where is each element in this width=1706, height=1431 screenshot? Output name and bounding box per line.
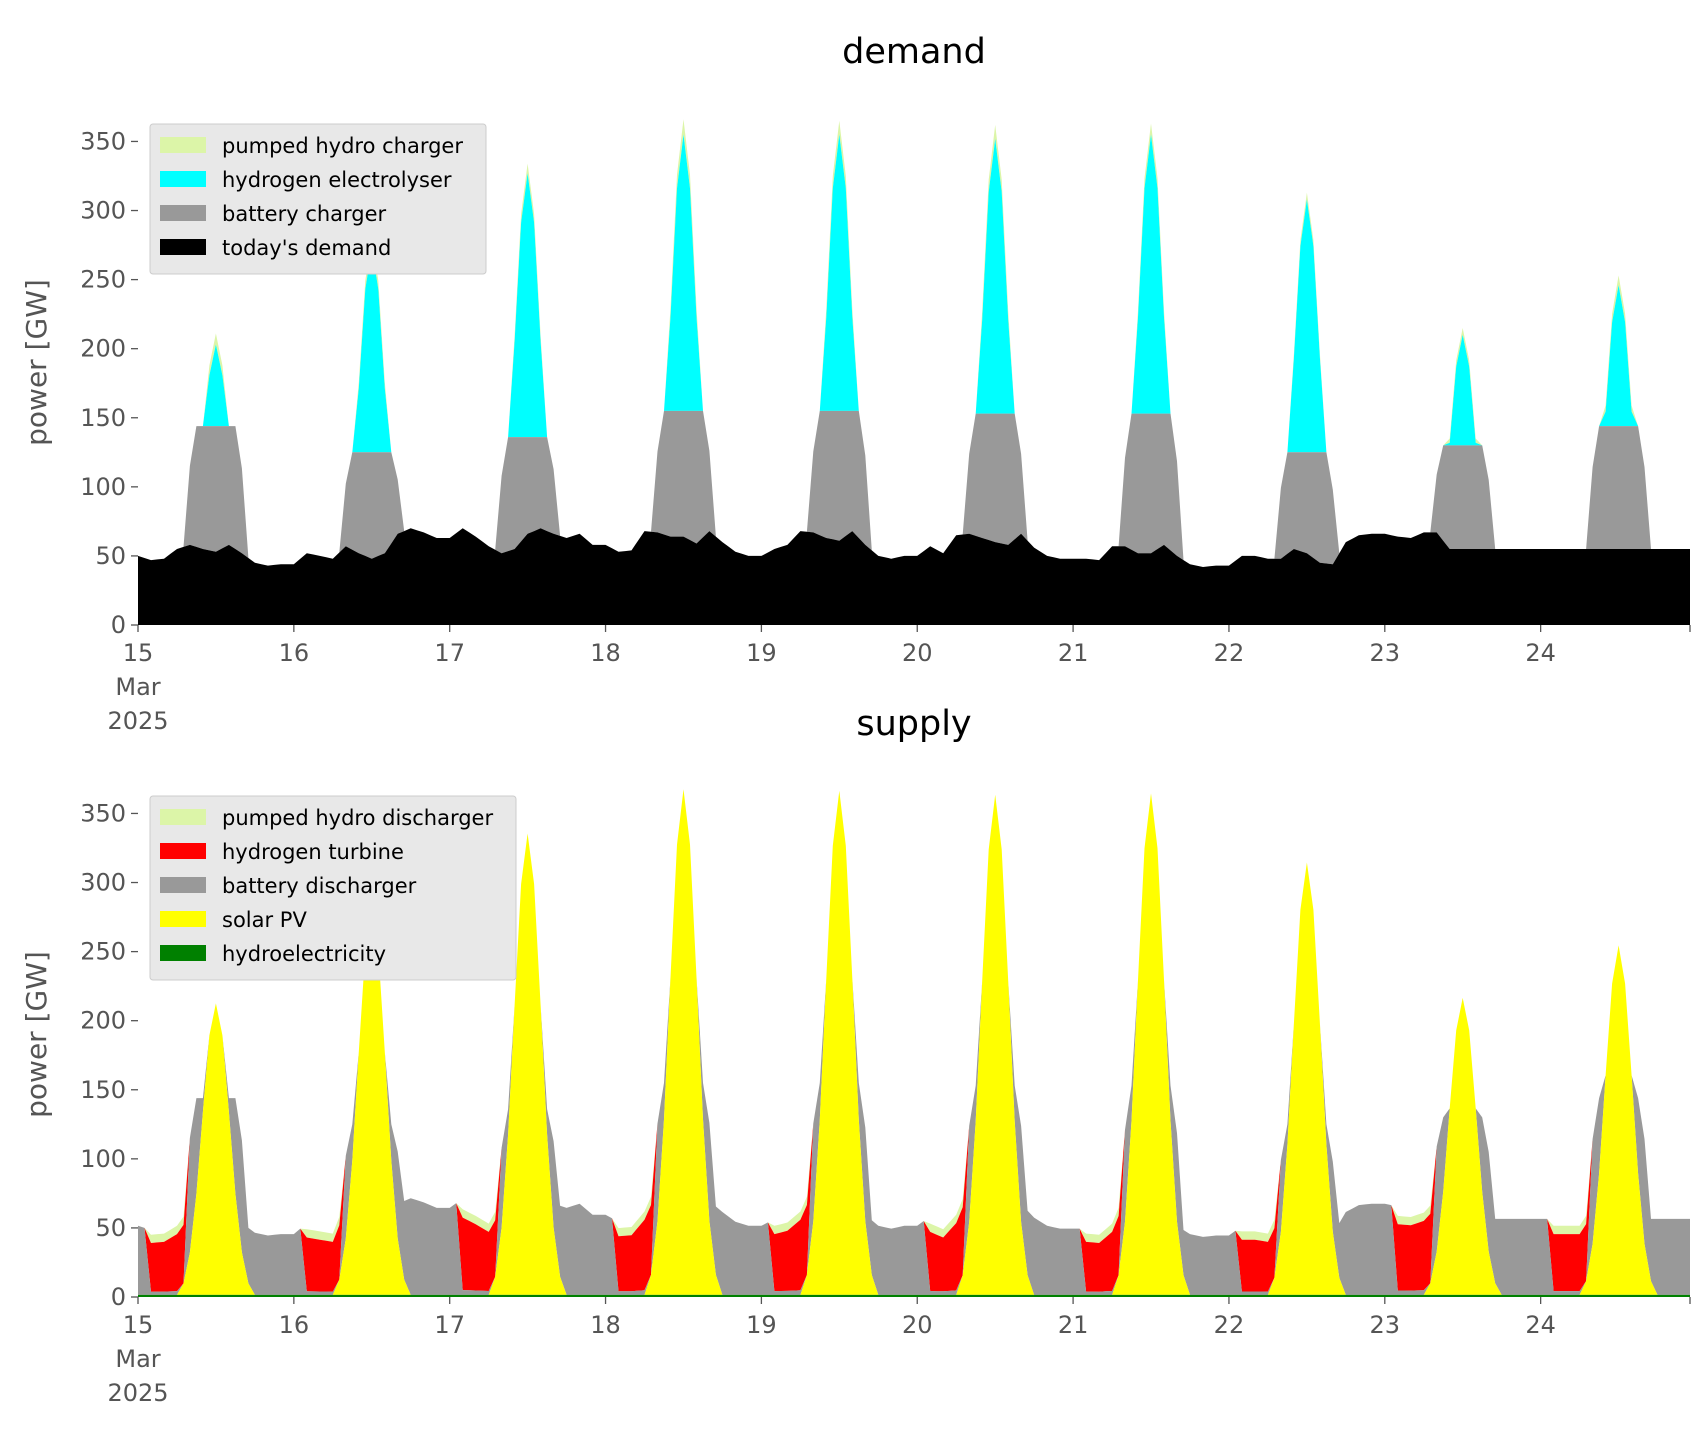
panel-demand: demand 0 50 100 150 200 250 300 350 power [GW] 15 M… bbox=[20, 32, 1691, 735]
y-tick-label: 150 bbox=[80, 1076, 126, 1104]
area-hydrogen-electrolyser bbox=[138, 134, 1690, 567]
legend-label: hydroelectricity bbox=[222, 942, 386, 966]
legend-swatch bbox=[160, 809, 206, 825]
area-hydroelectricity bbox=[138, 1294, 1690, 1297]
legend-label: hydrogen electrolyser bbox=[222, 168, 452, 192]
y-axis-label: power [GW] bbox=[20, 279, 53, 446]
x-tick-sublabel: Mar bbox=[115, 673, 160, 701]
legend-swatch bbox=[160, 137, 206, 153]
area-solar-pv bbox=[138, 789, 1690, 1295]
legend-swatch bbox=[160, 945, 206, 961]
legend-label: hydrogen turbine bbox=[222, 840, 404, 864]
x-tick-sublabel: 2025 bbox=[107, 1379, 168, 1407]
y-tick-label: 50 bbox=[95, 1214, 126, 1242]
legend bbox=[149, 795, 517, 981]
x-tick-label: 16 bbox=[279, 1311, 310, 1339]
x-tick-label: 20 bbox=[902, 639, 933, 667]
x-tick-label: 17 bbox=[434, 639, 465, 667]
legend-label: today's demand bbox=[222, 236, 391, 260]
y-tick-label: 100 bbox=[80, 473, 126, 501]
x-tick-label: 15 bbox=[123, 639, 154, 667]
x-tick-label: 22 bbox=[1214, 1311, 1245, 1339]
legend-label: battery discharger bbox=[222, 874, 417, 898]
y-tick-label: 250 bbox=[80, 266, 126, 294]
y-tick-label: 0 bbox=[111, 611, 126, 639]
x-tick-label: 15 bbox=[123, 1311, 154, 1339]
x-tick-label: 24 bbox=[1525, 639, 1556, 667]
x-tick-label: 21 bbox=[1058, 639, 1089, 667]
y-tick-label: 300 bbox=[80, 197, 126, 225]
y-tick-label: 150 bbox=[80, 404, 126, 432]
legend-swatch bbox=[160, 171, 206, 187]
x-tick-label: 19 bbox=[746, 1311, 777, 1339]
y-tick-label: 50 bbox=[95, 542, 126, 570]
legend-label: battery charger bbox=[222, 202, 387, 226]
chart-title: supply bbox=[856, 704, 971, 744]
x-tick-label: 24 bbox=[1525, 1311, 1556, 1339]
area-pumped-hydro-charger bbox=[138, 119, 1690, 568]
legend-label: pumped hydro charger bbox=[222, 134, 463, 158]
x-tick-label: 23 bbox=[1370, 1311, 1401, 1339]
chart-title: demand bbox=[842, 32, 986, 72]
y-axis-label: power [GW] bbox=[20, 951, 53, 1118]
x-tick-label: 18 bbox=[590, 639, 621, 667]
x-tick-label: 23 bbox=[1370, 639, 1401, 667]
x-tick-label: 18 bbox=[590, 1311, 621, 1339]
legend-swatch bbox=[160, 877, 206, 893]
legend bbox=[149, 123, 487, 275]
legend-swatch bbox=[160, 911, 206, 927]
x-tick-label: 21 bbox=[1058, 1311, 1089, 1339]
panel-supply: supply 0 50 100 150 200 250 300 350 power [GW] 15 M… bbox=[20, 704, 1691, 1407]
area-battery-charger bbox=[138, 410, 1690, 567]
y-tick-label: 100 bbox=[80, 1145, 126, 1173]
legend-label: pumped hydro discharger bbox=[222, 806, 493, 830]
y-tick-label: 300 bbox=[80, 869, 126, 897]
legend-label: solar PV bbox=[222, 908, 307, 932]
y-tick-label: 200 bbox=[80, 335, 126, 363]
legend-swatch bbox=[160, 843, 206, 859]
x-tick-sublabel: 2025 bbox=[107, 707, 168, 735]
area-battery-discharger bbox=[138, 789, 1690, 1295]
x-tick-label: 20 bbox=[902, 1311, 933, 1339]
x-tick-label: 19 bbox=[746, 639, 777, 667]
y-tick-label: 350 bbox=[80, 799, 126, 827]
x-tick-label: 17 bbox=[434, 1311, 465, 1339]
area-todays-demand bbox=[138, 528, 1690, 625]
legend-swatch bbox=[160, 239, 206, 255]
legend-swatch bbox=[160, 205, 206, 221]
y-tick-label: 0 bbox=[111, 1283, 126, 1311]
x-tick-sublabel: Mar bbox=[115, 1345, 160, 1373]
y-tick-label: 200 bbox=[80, 1007, 126, 1035]
y-tick-label: 250 bbox=[80, 938, 126, 966]
x-tick-label: 16 bbox=[279, 639, 310, 667]
y-tick-label: 350 bbox=[80, 127, 126, 155]
x-tick-label: 22 bbox=[1214, 639, 1245, 667]
